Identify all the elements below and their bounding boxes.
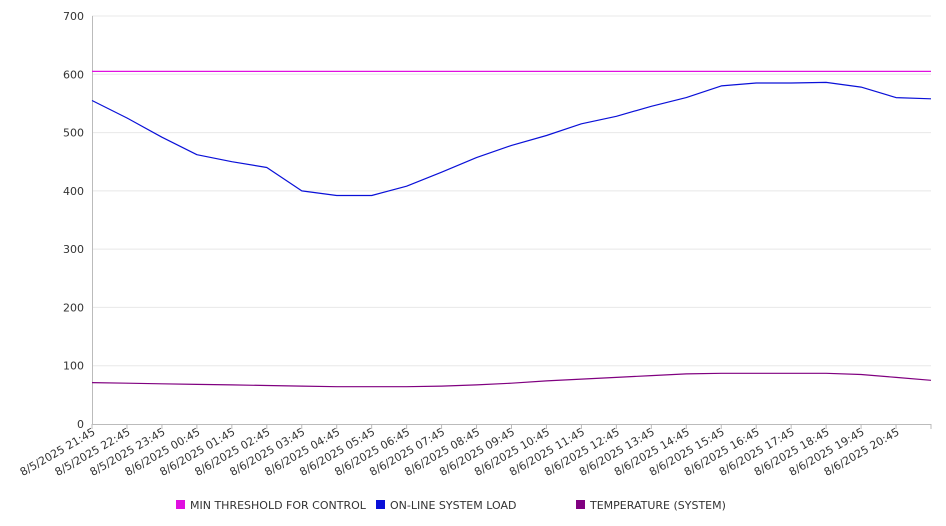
legend-swatch: [176, 500, 185, 509]
y-tick-label: 100: [63, 360, 84, 373]
legend-swatch: [576, 500, 585, 509]
y-tick-label: 0: [77, 418, 84, 431]
x-axis-tick-labels: 8/5/2025 21:458/5/2025 22:458/5/2025 23:…: [18, 425, 902, 479]
y-tick-label: 300: [63, 243, 84, 256]
legend: MIN THRESHOLD FOR CONTROL ON-LINE SYSTEM …: [176, 499, 726, 512]
series-lines: [91, 70, 932, 388]
y-tick-label: 600: [63, 68, 84, 81]
y-tick-label: 700: [63, 10, 84, 23]
y-axis-tick-labels: 0 100 200 300 400 500 600 700: [63, 10, 84, 431]
legend-swatch: [376, 500, 385, 509]
gridlines: [92, 15, 931, 367]
y-tick-label: 500: [63, 127, 84, 140]
series-line-3: [91, 372, 932, 388]
y-tick-label: 200: [63, 301, 84, 314]
legend-label: TEMPERATURE (SYSTEM): [589, 499, 726, 512]
series-line-2: [91, 81, 932, 197]
legend-label: MIN THRESHOLD FOR CONTROL: [190, 499, 367, 512]
y-tick-label: 400: [63, 185, 84, 198]
axes: [91, 16, 932, 429]
legend-label: ON-LINE SYSTEM LOAD: [390, 499, 516, 512]
